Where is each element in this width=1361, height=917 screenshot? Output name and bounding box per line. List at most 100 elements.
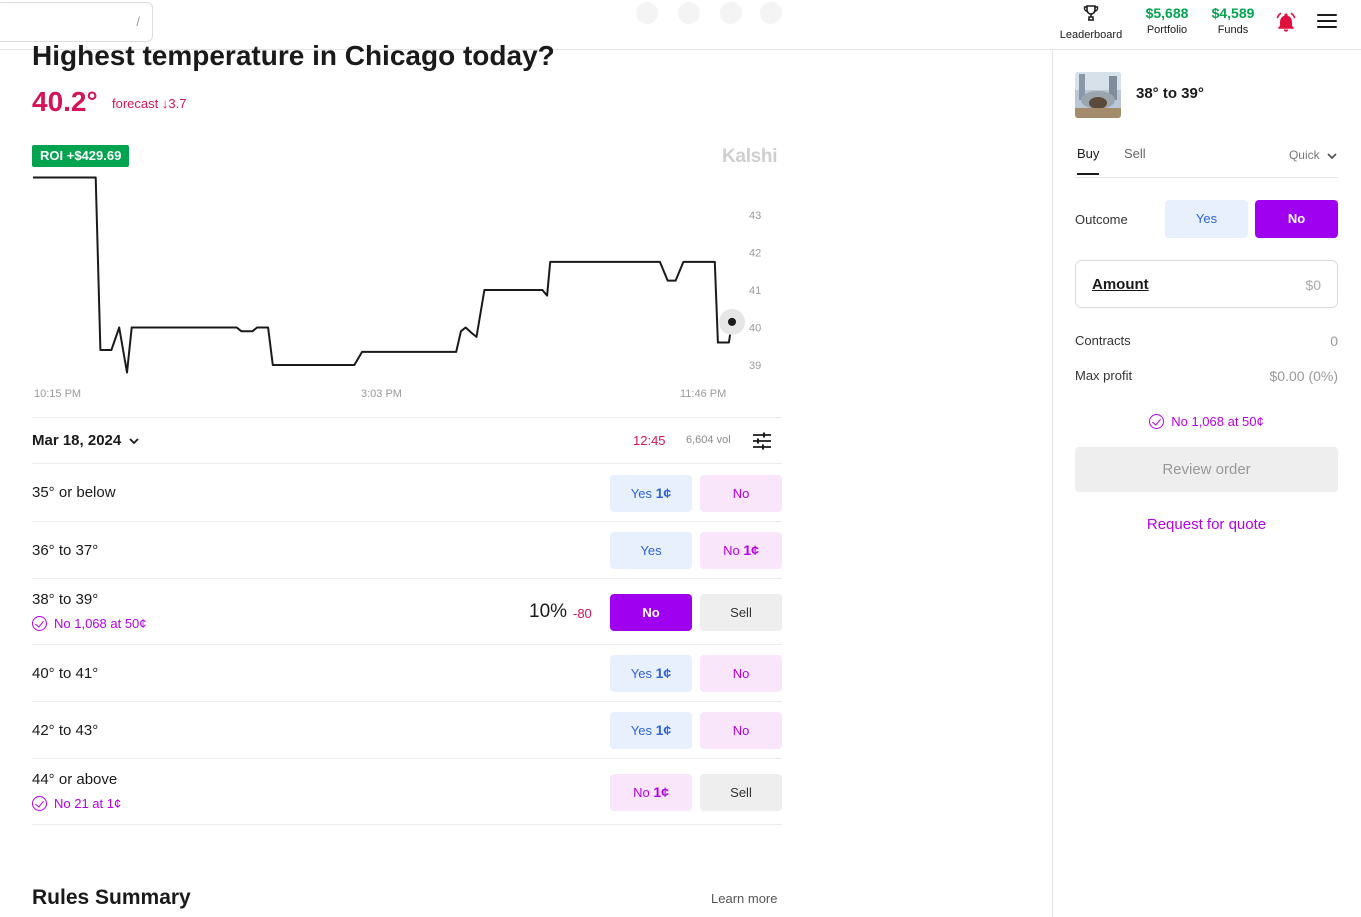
button-label: Yes xyxy=(630,723,656,738)
amount-label: Amount xyxy=(1092,276,1149,293)
nav-icon-placeholder xyxy=(760,2,782,24)
button-label: Yes xyxy=(630,485,656,501)
button-price: 1¢ xyxy=(743,542,759,558)
market-thumbnail xyxy=(1075,72,1121,118)
button-price: 1¢ xyxy=(655,665,672,681)
temperature-chart[interactable]: 43 42 41 40 39 10:15 PM 3:03 PM 11:46 PM xyxy=(30,170,782,410)
max-profit-label: Max profit xyxy=(1075,368,1133,383)
max-profit-row: Max profit $0.00 (0%) xyxy=(1075,368,1338,384)
y-tick-label: 42 xyxy=(749,248,761,260)
trophy-icon xyxy=(1083,5,1099,21)
outcome-no-button[interactable]: No xyxy=(1255,200,1338,238)
nosolid-button[interactable]: No xyxy=(610,593,692,631)
tab-buy[interactable]: Buy xyxy=(1077,146,1100,175)
order-mode-label: Quick xyxy=(1288,148,1320,162)
outcome-yes-button[interactable]: Yes xyxy=(1165,200,1248,238)
search-shortcut-hint: / xyxy=(136,14,140,29)
button-label: No xyxy=(633,784,654,800)
y-tick-label: 43 xyxy=(749,210,761,222)
brand-watermark: Kalshi xyxy=(722,146,778,167)
market-row-name: 42° to 43° xyxy=(32,721,99,739)
nav-icon-placeholder xyxy=(720,2,742,24)
button-price: 1¢ xyxy=(653,783,669,800)
button-price: 1¢ xyxy=(655,722,672,738)
check-circle-icon xyxy=(32,616,47,631)
learn-more-link[interactable]: Learn more xyxy=(711,891,778,906)
market-row-name: 38° to 39° xyxy=(32,591,99,608)
date-label: Mar 18, 2024 xyxy=(32,432,122,449)
no-button[interactable]: No 1¢ xyxy=(610,773,692,811)
sell-button[interactable]: Sell xyxy=(700,773,782,811)
current-point xyxy=(728,317,736,326)
portfolio-value: $5,688 xyxy=(1145,5,1189,21)
tab-sell[interactable]: Sell xyxy=(1124,146,1146,161)
yes-button[interactable]: Yes 1¢ xyxy=(610,712,692,749)
button-label: No xyxy=(723,543,744,558)
yes-button[interactable]: Yes 1¢ xyxy=(610,474,692,512)
market-row-probability: 10% xyxy=(529,600,568,622)
selected-market-name: 38° to 39° xyxy=(1136,85,1204,102)
order-mode-select[interactable]: Quick xyxy=(1289,148,1338,162)
review-order-button[interactable]: Review order xyxy=(1075,447,1338,492)
market-row[interactable]: 44° or above No 21 at 1¢ No 1¢ Sell xyxy=(32,759,782,825)
button-label: Yes xyxy=(640,543,662,558)
funds-link[interactable]: $4,589 Funds xyxy=(1202,4,1264,36)
bell-icon[interactable] xyxy=(1275,11,1297,33)
funds-value: $4,589 xyxy=(1211,5,1255,21)
no-button[interactable]: No 1¢ xyxy=(700,532,782,569)
market-row[interactable]: 42° to 43° Yes 1¢ No xyxy=(32,702,782,759)
panel-position-text: No 1,068 at 50¢ xyxy=(1171,414,1264,429)
market-row-position: No 1,068 at 50¢ xyxy=(32,616,147,631)
market-row[interactable]: 35° or below Yes 1¢ No xyxy=(32,464,782,522)
x-tick-label: 11:46 PM xyxy=(680,388,726,400)
portfolio-label: Portfolio xyxy=(1146,24,1188,36)
page-title: Highest temperature in Chicago today? xyxy=(32,40,555,71)
sell-button[interactable]: Sell xyxy=(700,593,782,631)
hamburger-menu-icon[interactable] xyxy=(1317,14,1337,30)
no-button[interactable]: No xyxy=(700,474,782,512)
date-selector[interactable]: Mar 18, 2024 xyxy=(32,432,140,449)
button-label: Sell xyxy=(730,604,752,620)
order-tabs: Buy Sell Quick xyxy=(1075,146,1338,178)
nav-icon-placeholder xyxy=(636,2,658,24)
market-row-position-text: No 21 at 1¢ xyxy=(54,796,122,811)
request-for-quote-link[interactable]: Request for quote xyxy=(1146,516,1267,533)
market-row-position-text: No 1,068 at 50¢ xyxy=(54,616,147,631)
button-label: No xyxy=(732,485,750,501)
check-circle-icon xyxy=(32,796,47,811)
yes-button[interactable]: Yes xyxy=(610,532,692,569)
y-tick-label: 40 xyxy=(749,323,761,335)
x-tick-label: 3:03 PM xyxy=(361,388,402,400)
leaderboard-link[interactable]: Leaderboard xyxy=(1056,4,1126,41)
amount-field[interactable]: Amount $0 xyxy=(1075,260,1338,308)
filter-sliders-icon[interactable] xyxy=(752,431,772,451)
contracts-label: Contracts xyxy=(1075,333,1131,348)
market-row[interactable]: 40° to 41° Yes 1¢ No xyxy=(32,645,782,702)
order-panel: 38° to 39° Buy Sell Quick Outcome Yes No… xyxy=(1052,50,1361,917)
roi-badge: ROI +$429.69 xyxy=(32,145,130,167)
top-bar: / Leaderboard $5,688 Portfolio $4,589 Fu… xyxy=(0,0,1361,50)
volume-label: 6,604 vol xyxy=(686,434,731,446)
market-row-name: 44° or above xyxy=(32,771,118,788)
search-input[interactable]: / xyxy=(0,2,153,42)
market-row-name: 40° to 41° xyxy=(32,664,99,682)
rules-summary-heading: Rules Summary xyxy=(32,886,191,909)
contracts-value: 0 xyxy=(1330,333,1338,349)
market-row-name: 35° or below xyxy=(32,484,116,501)
button-label: Sell xyxy=(730,784,752,800)
countdown-timer: 12:45 xyxy=(633,433,666,448)
x-tick-label: 10:15 PM xyxy=(34,388,81,400)
market-row-name: 36° to 37° xyxy=(32,541,99,559)
no-button[interactable]: No xyxy=(700,712,782,749)
chevron-down-icon xyxy=(129,438,140,445)
no-button[interactable]: No xyxy=(700,655,782,692)
market-row[interactable]: 36° to 37° Yes No 1¢ xyxy=(32,522,782,579)
market-row[interactable]: 38° to 39° No 1,068 at 50¢ 10% -80 No Sell xyxy=(32,579,782,645)
button-label: No xyxy=(642,604,660,620)
yes-button[interactable]: Yes 1¢ xyxy=(610,655,692,692)
amount-value: $0 xyxy=(1305,277,1321,293)
forecast-delta: forecast ↓3.7 xyxy=(112,96,187,111)
button-label: No xyxy=(732,723,750,738)
portfolio-link[interactable]: $5,688 Portfolio xyxy=(1136,4,1198,36)
